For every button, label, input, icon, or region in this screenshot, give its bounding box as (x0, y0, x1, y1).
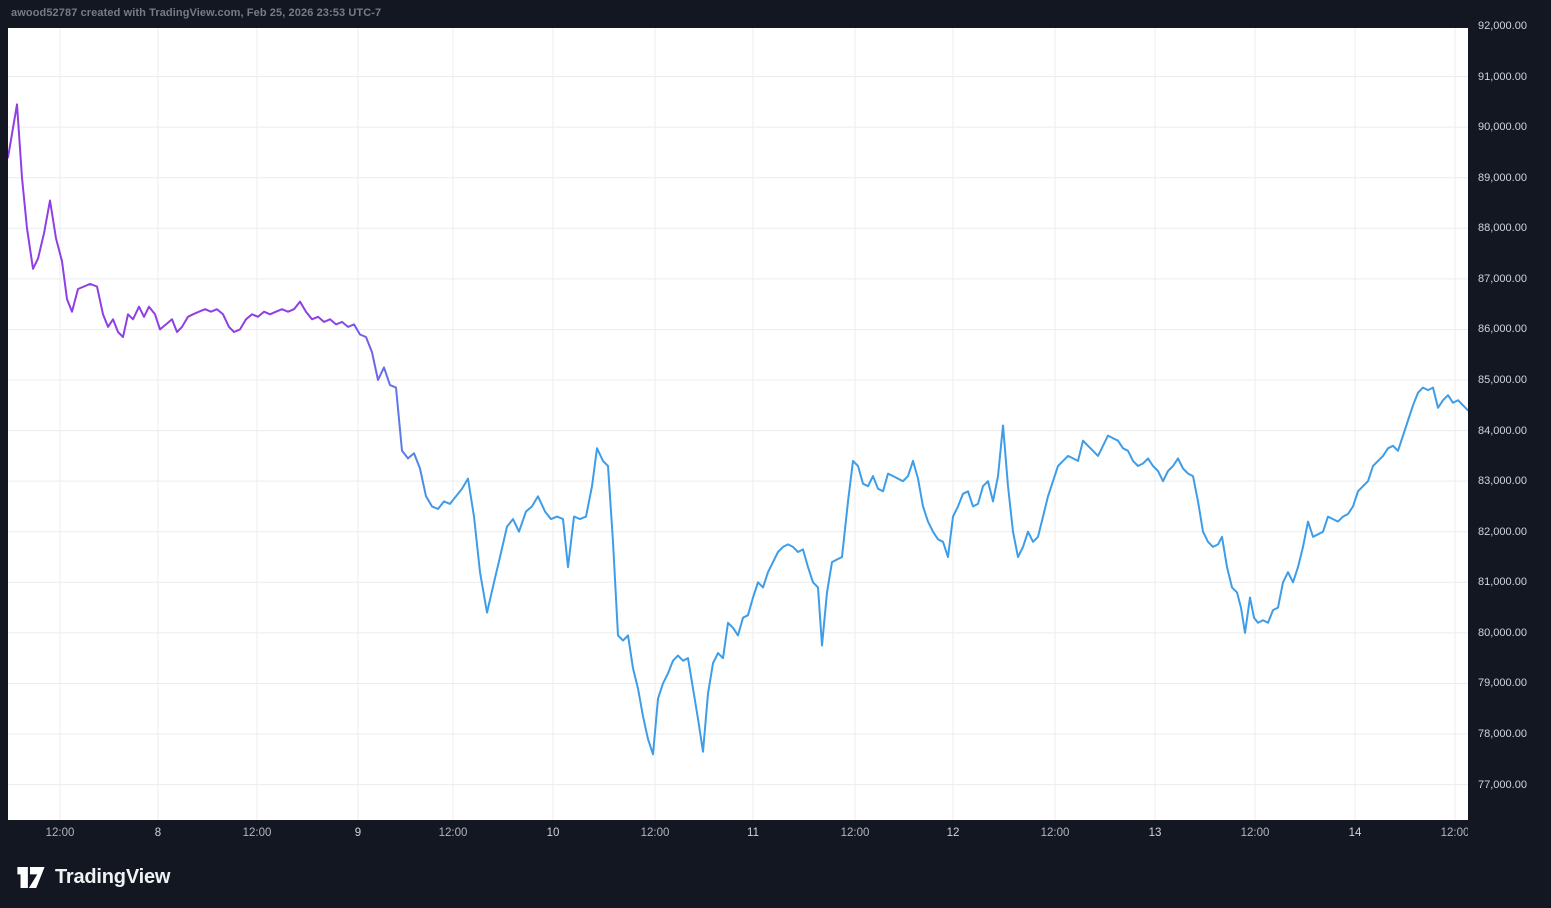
grid-lines (8, 28, 1468, 820)
price-axis-label: 82,000.00 (1478, 525, 1527, 538)
price-axis-label: 83,000.00 (1478, 475, 1527, 488)
time-axis-label: 12:00 (640, 827, 670, 839)
price-axis-label: 81,000.00 (1478, 576, 1527, 589)
tradingview-logo[interactable]: TradingView (16, 860, 170, 894)
time-axis-label: 12 (946, 827, 960, 839)
time-axis[interactable]: 12:00 8 12:00 9 12:00 10 12:00 11 12:00 12 12:00 13… (0, 820, 1468, 848)
price-axis-label: 90,000.00 (1478, 121, 1527, 134)
price-axis-label: 78,000.00 (1478, 728, 1527, 741)
price-axis-label: 91,000.00 (1478, 70, 1527, 83)
time-axis-label: 12:00 (1040, 827, 1070, 839)
time-axis-label: 13 (1148, 827, 1162, 839)
price-axis-label: 92,000.00 (1478, 20, 1527, 32)
time-axis-label: 12:00 (45, 827, 75, 839)
tradingview-logo-icon (17, 866, 45, 888)
time-axis-label: 12:00 (438, 827, 468, 839)
attribution-text: awood52787 created with TradingView.com,… (11, 7, 382, 19)
price-axis-label: 87,000.00 (1478, 272, 1527, 285)
price-axis-label: 77,000.00 (1478, 778, 1527, 791)
price-line (8, 103, 1468, 756)
price-axis-label: 80,000.00 (1478, 626, 1527, 639)
price-line-chart (8, 28, 1468, 820)
time-axis-label: 14 (1348, 827, 1362, 839)
price-axis-label: 86,000.00 (1478, 323, 1527, 336)
price-axis-label: 79,000.00 (1478, 677, 1527, 690)
time-axis-label: 12:00 (840, 827, 870, 839)
time-axis-label: 12:00 (1440, 827, 1468, 839)
time-axis-label: 9 (354, 827, 362, 839)
price-axis-label: 84,000.00 (1478, 424, 1527, 437)
time-axis-label: 12:00 (1240, 827, 1270, 839)
time-axis-label: 8 (154, 827, 162, 839)
price-axis-label: 85,000.00 (1478, 374, 1527, 386)
tradingview-logo-text: TradingView (55, 865, 171, 888)
price-axis-label: 88,000.00 (1478, 222, 1527, 235)
price-axis[interactable]: 92,000.00 91,000.00 90,000.00 89,000.00 88,0… (1468, 0, 1551, 848)
price-axis-label: 89,000.00 (1478, 171, 1527, 184)
time-axis-label: 11 (747, 827, 759, 839)
chart-plot-area[interactable] (8, 28, 1468, 820)
time-axis-label: 12:00 (242, 827, 272, 839)
time-axis-label: 10 (546, 827, 560, 839)
